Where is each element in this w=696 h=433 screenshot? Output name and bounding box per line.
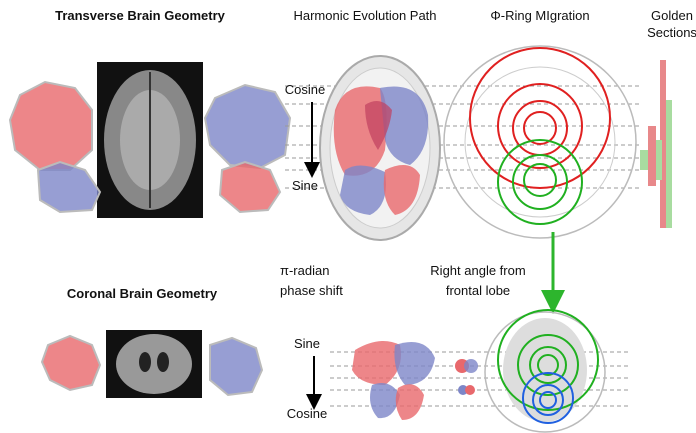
blob (396, 384, 424, 420)
axis-label: Sine (292, 178, 318, 193)
blob (394, 342, 435, 385)
axis-label: Cosine (285, 82, 325, 97)
blob (10, 82, 92, 170)
axis-label: Sine (294, 336, 320, 351)
blob (370, 383, 400, 418)
ring-title: Φ-Ring MIgration (490, 8, 589, 23)
note: frontal lobe (446, 283, 510, 298)
blob (42, 336, 100, 390)
note: π-radian (280, 263, 329, 278)
rings (444, 46, 636, 238)
blob (220, 162, 280, 212)
golden-title: Sections (647, 25, 696, 40)
mri-brain (116, 334, 192, 394)
rings (485, 310, 605, 432)
blob (464, 359, 478, 373)
blob (465, 385, 475, 395)
golden-bars (640, 60, 672, 228)
note: Right angle from (430, 263, 525, 278)
coronal-title: Coronal Brain Geometry (67, 286, 218, 301)
transverse-title: Transverse Brain Geometry (55, 8, 226, 23)
golden-title: Golden (651, 8, 693, 23)
figure: Transverse Brain Geometry Harmonic Evolu… (0, 0, 696, 433)
axis-label: Cosine (287, 406, 327, 421)
blob (38, 162, 100, 212)
harmonic-title: Harmonic Evolution Path (293, 8, 436, 23)
note: phase shift (280, 283, 343, 298)
blob (210, 338, 262, 395)
blob (205, 85, 290, 168)
